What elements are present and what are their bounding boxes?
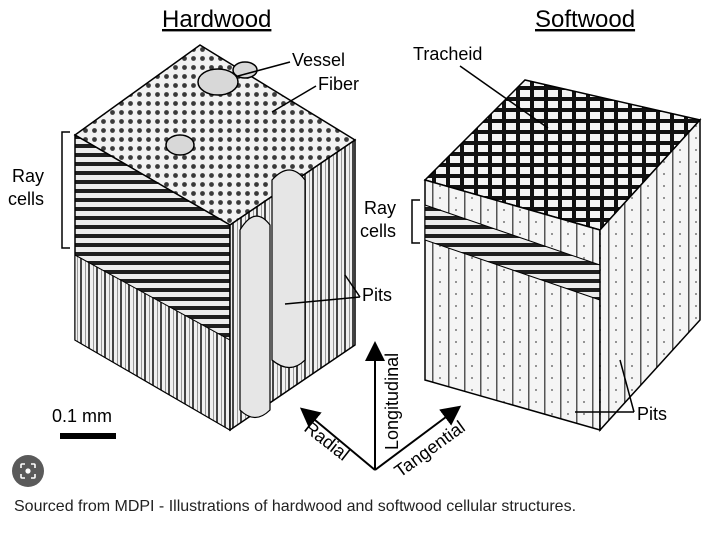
hardwood-vessel-mid xyxy=(165,134,195,156)
hardwood-pits-label: Pits xyxy=(362,285,392,305)
tangential-axis-arrow xyxy=(374,405,462,471)
google-lens-icon[interactable] xyxy=(12,455,44,487)
softwood-title: Softwood xyxy=(535,6,635,33)
softwood-ray-cells-label-line2: cells xyxy=(360,221,396,241)
fiber-pointer xyxy=(271,85,317,113)
hardwood-pits-pointer-1 xyxy=(344,274,361,298)
hardwood-ray-cells-label-line2: cells xyxy=(8,189,44,209)
hardwood-ray-cells-label-line1: Ray xyxy=(12,166,44,186)
softwood-right-face xyxy=(599,118,701,432)
hardwood-vessel-large xyxy=(197,68,239,96)
image-caption: Sourced from MDPI - Illustrations of har… xyxy=(14,498,577,515)
hardwood-title: Hardwood xyxy=(162,6,271,33)
wood-structure-diagram: Hardwood Softwood Vessel Fiber Ray cells… xyxy=(8,6,702,480)
vessel-label: Vessel xyxy=(292,50,345,70)
tracheid-label: Tracheid xyxy=(413,44,482,64)
softwood-pits-label: Pits xyxy=(637,404,667,424)
tracheid-pointer xyxy=(459,65,549,129)
scale-bar-label: 0.1 mm xyxy=(52,406,112,426)
fiber-label: Fiber xyxy=(318,74,359,94)
longitudinal-label: Longitudinal xyxy=(382,353,402,450)
softwood-ray-cells-label-line1: Ray xyxy=(364,198,396,218)
radial-label: Radial xyxy=(301,417,354,464)
hardwood-pits-pointer-2 xyxy=(284,296,361,305)
hardwood-vessel-channel-2 xyxy=(271,169,306,369)
vessel-pointer xyxy=(237,61,291,77)
hardwood-block xyxy=(73,44,357,432)
radial-axis-arrow xyxy=(299,407,376,471)
softwood-pits-pointer-2 xyxy=(619,359,635,413)
hardwood-ray-bracket xyxy=(61,131,70,249)
softwood-block xyxy=(423,79,702,432)
hardwood-vessel-small xyxy=(232,61,258,79)
softwood-ray-bracket xyxy=(411,199,420,244)
hardwood-vessel-channel xyxy=(239,215,271,419)
lens-glyph-icon xyxy=(20,463,36,479)
scale-bar xyxy=(60,433,116,439)
